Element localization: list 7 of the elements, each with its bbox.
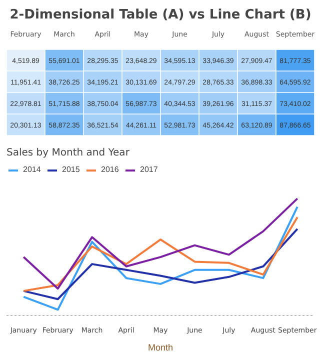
legend-label: 2015 xyxy=(62,165,81,174)
legend-label: 2014 xyxy=(23,165,42,174)
chart-title: Sales by Month and Year xyxy=(6,148,130,158)
legend-label: 2017 xyxy=(140,165,159,174)
chart-title: 2-Dimensional Table (A) vs Line Chart (B) xyxy=(10,8,312,22)
legend-label: 2016 xyxy=(101,165,120,174)
x-axis-title: Month xyxy=(148,342,174,352)
